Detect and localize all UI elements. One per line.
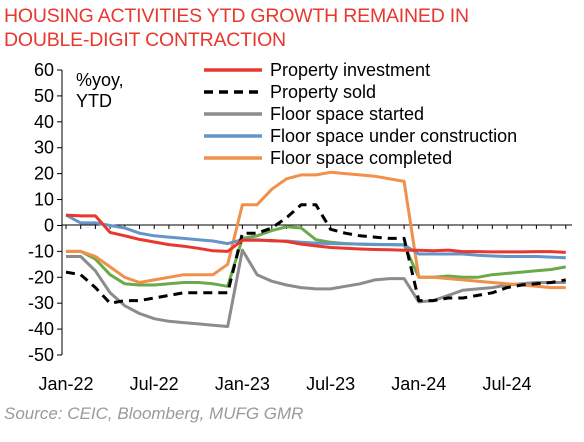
x-tick-label: Jul-23 <box>306 374 355 394</box>
y-tick-label: -20 <box>28 267 54 287</box>
y-axis-label-line: %yoy, <box>76 70 124 90</box>
y-axis-label-line: YTD <box>76 91 112 111</box>
y-tick-label: 10 <box>34 190 54 210</box>
y-tick-label: 60 <box>34 60 54 80</box>
legend-label: Property sold <box>270 82 376 102</box>
series-line-property-sold <box>65 203 567 305</box>
series-line-floor-space-sold <box>66 225 567 288</box>
x-tick-label: Jan-22 <box>38 374 93 394</box>
x-tick-label: Jan-24 <box>391 374 446 394</box>
y-tick-label: 0 <box>44 215 54 235</box>
chart-title-line-2: DOUBLE-DIGIT CONTRACTION <box>4 29 286 51</box>
x-tick-label: Jul-22 <box>130 374 179 394</box>
chart-title-line-1: HOUSING ACTIVITIES YTD GROWTH REMAINED I… <box>4 5 469 27</box>
y-tick-label: 50 <box>34 86 54 106</box>
y-tick-label: -10 <box>28 241 54 261</box>
x-tick-label: Jul-24 <box>482 374 531 394</box>
legend-label: Floor space under construction <box>270 126 517 146</box>
y-tick-label: -50 <box>28 345 54 365</box>
legend-label: Floor space completed <box>270 148 452 168</box>
source-note: Source: CEIC, Bloomberg, MUFG GMR <box>4 404 304 423</box>
legend-label: Floor space started <box>270 104 424 124</box>
y-tick-label: -30 <box>28 293 54 313</box>
y-tick-label: 20 <box>34 164 54 184</box>
series-line-floor-space-under-construction <box>65 213 566 260</box>
y-tick-label: 30 <box>34 138 54 158</box>
chart-title: HOUSING ACTIVITIES YTD GROWTH REMAINED I… <box>4 4 564 52</box>
series-line-floor-space-started <box>66 248 566 328</box>
y-tick-label: -40 <box>28 319 54 339</box>
series-line-floor-space-completed <box>66 170 566 290</box>
series-line-property-investment <box>65 213 566 254</box>
x-tick-label: Jan-23 <box>215 374 270 394</box>
legend-label: Property investment <box>270 60 430 80</box>
y-tick-label: 40 <box>34 112 54 132</box>
